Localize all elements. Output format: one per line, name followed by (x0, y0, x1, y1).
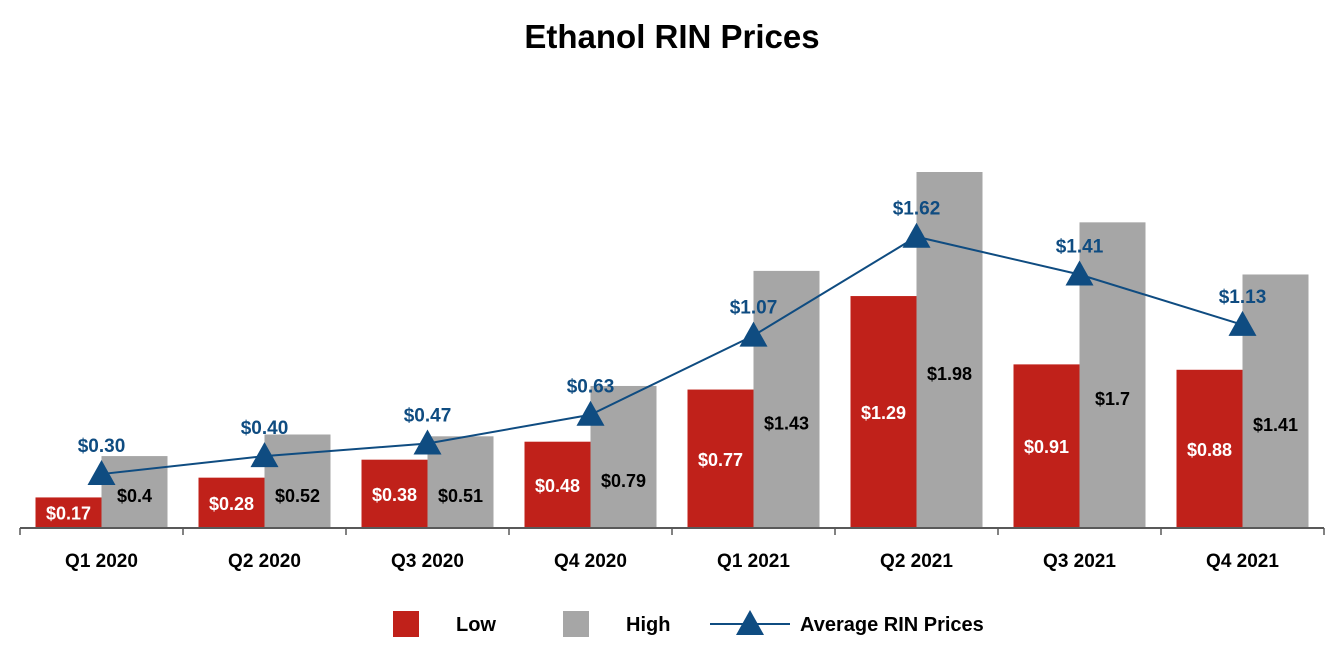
low-data-label: $0.38 (372, 485, 417, 505)
average-marker-2 (250, 442, 279, 468)
high-data-label: $1.98 (927, 364, 972, 384)
legend-low-label: Low (456, 614, 496, 636)
average-data-label: $1.13 (1219, 287, 1267, 308)
low-data-label: $0.91 (1024, 437, 1069, 457)
low-data-label: $0.77 (698, 450, 743, 470)
average-marker-8 (1228, 310, 1257, 336)
average-marker-4 (576, 400, 605, 426)
high-bar-5 (753, 270, 820, 528)
average-line-layer (87, 222, 1257, 486)
x-tick-label: Q4 2021 (1206, 551, 1279, 572)
legend-high-label: High (626, 614, 670, 636)
average-data-label: $1.41 (1056, 236, 1104, 257)
low-bar-8 (1176, 369, 1243, 528)
x-tick-label: Q4 2020 (554, 551, 627, 572)
low-bar-5 (687, 389, 754, 528)
low-bar-1 (35, 497, 102, 528)
x-tick-label: Q1 2021 (717, 551, 790, 572)
low-bar-4 (524, 441, 591, 528)
x-tick-label: Q2 2021 (880, 551, 953, 572)
low-data-label: $0.88 (1187, 440, 1232, 460)
average-data-label: $0.30 (78, 436, 126, 457)
chart-title: Ethanol RIN Prices (524, 18, 819, 55)
high-data-label: $1.7 (1095, 389, 1130, 409)
legend-high-swatch (563, 611, 589, 637)
high-data-label: $0.79 (601, 471, 646, 491)
high-data-label: $0.52 (275, 486, 320, 506)
average-data-label: $1.07 (730, 298, 778, 319)
bars-layer (35, 172, 1309, 528)
high-data-label: $1.41 (1253, 415, 1298, 435)
high-bar-2 (264, 434, 331, 528)
high-data-label: $0.4 (117, 486, 152, 506)
legend-average-label: Average RIN Prices (800, 614, 984, 636)
low-data-label: $0.48 (535, 476, 580, 496)
average-data-label: $0.47 (404, 405, 452, 426)
low-bar-2 (198, 477, 265, 528)
average-marker-6 (902, 222, 931, 248)
low-bar-6 (850, 296, 917, 528)
high-bar-6 (916, 172, 983, 528)
high-bar-8 (1242, 274, 1309, 528)
high-data-label: $1.43 (764, 413, 809, 433)
low-bar-7 (1013, 364, 1080, 528)
average-line (101, 235, 1243, 476)
x-tick-label: Q1 2020 (65, 551, 138, 572)
legend-average-marker (736, 610, 764, 635)
high-bar-4 (590, 385, 657, 528)
average-marker-5 (739, 321, 768, 347)
high-bar-7 (1079, 222, 1146, 528)
average-marker-1 (87, 460, 116, 486)
x-tick-label: Q2 2020 (228, 551, 301, 572)
legend-low-swatch (393, 611, 419, 637)
average-data-label: $0.40 (241, 418, 289, 439)
low-bar-3 (361, 459, 428, 528)
x-tick-label: Q3 2021 (1043, 551, 1116, 572)
average-data-label: $1.62 (893, 199, 941, 220)
average-data-label: $0.63 (567, 377, 615, 398)
average-marker-3 (413, 429, 442, 455)
average-marker-7 (1065, 260, 1094, 286)
low-data-label: $1.29 (861, 403, 906, 423)
low-data-label: $0.17 (46, 504, 91, 524)
x-axis: Q1 2020 Q2 2020 Q3 2020 Q4 2020 Q1 2021 Q2 20… (19, 527, 1325, 572)
legend: Low High Average RIN Prices (393, 610, 984, 637)
data-labels-layer: $0.17 $0.4 $0.30 $0.28 $0.52 $0.40 $0.38 $0.51 $… (46, 199, 1298, 524)
x-tick-label: Q3 2020 (391, 551, 464, 572)
high-data-label: $0.51 (438, 486, 483, 506)
low-data-label: $0.28 (209, 494, 254, 514)
